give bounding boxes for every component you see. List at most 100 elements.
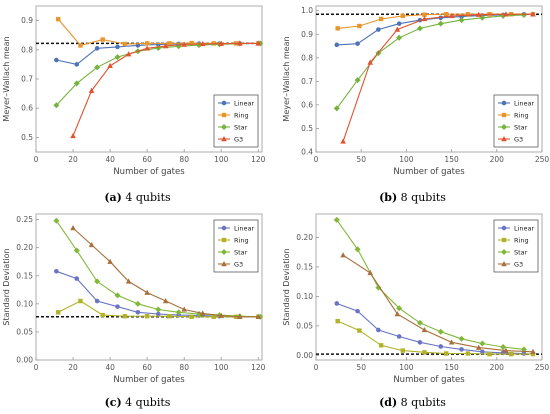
data-point <box>88 87 95 93</box>
data-point <box>221 124 227 130</box>
y-tick-label: 0.00 <box>296 351 313 360</box>
data-point <box>100 312 105 318</box>
data-point <box>181 306 187 312</box>
y-tick-label: 0.5 <box>301 124 313 133</box>
data-point <box>448 339 455 345</box>
data-point <box>167 314 172 319</box>
data-point <box>521 351 527 356</box>
y-tick-label: 0.6 <box>301 100 313 109</box>
y-tick-label: 0.05 <box>296 321 313 330</box>
data-point <box>357 23 362 29</box>
data-point <box>416 319 423 326</box>
data-point <box>115 44 120 50</box>
data-point <box>500 344 507 351</box>
legend-label: G3 <box>514 261 523 269</box>
caption-letter: (d) <box>379 396 398 409</box>
data-point <box>73 80 80 87</box>
data-point <box>94 278 101 285</box>
data-point <box>135 43 141 48</box>
data-point <box>501 124 507 130</box>
data-point <box>175 309 182 316</box>
x-axis-label: Number of gates <box>113 167 185 177</box>
data-point <box>501 237 507 243</box>
data-point <box>376 327 381 333</box>
y-tick-label: 0.15 <box>16 271 33 280</box>
data-point <box>396 334 402 339</box>
data-point <box>144 41 150 46</box>
plot-frame <box>35 213 263 361</box>
y-axis-label: Standard Deviation <box>282 248 291 325</box>
y-tick-label: 0.9 <box>301 30 313 39</box>
x-tick-label: 100 <box>399 155 414 164</box>
legend-label: Ring <box>234 237 249 245</box>
data-point <box>333 216 340 223</box>
data-point <box>378 16 384 22</box>
caption-b: (b) 8 qubits <box>275 191 550 204</box>
series-star <box>333 216 527 353</box>
legend-label: Star <box>514 249 528 257</box>
x-tick-label: 250 <box>535 155 550 164</box>
data-point <box>189 40 194 46</box>
y-tick-label: 0.4 <box>301 148 313 157</box>
series-line <box>336 14 524 109</box>
data-point <box>334 42 340 48</box>
data-point <box>421 15 428 22</box>
y-tick-label: 0.15 <box>296 262 313 271</box>
data-point <box>520 11 527 18</box>
y-tick-label: 1.0 <box>301 6 313 15</box>
data-point <box>501 136 507 142</box>
data-point <box>354 246 361 253</box>
data-point <box>475 344 482 350</box>
data-point <box>375 284 382 291</box>
legend-label: Star <box>514 124 528 132</box>
data-point <box>400 13 405 19</box>
data-point <box>74 276 80 281</box>
x-tick-label: 20 <box>68 363 78 372</box>
data-point <box>333 105 340 112</box>
caption-text: 4 qubits <box>125 396 171 409</box>
data-point <box>54 57 59 63</box>
data-point <box>501 261 507 267</box>
data-point <box>334 301 340 306</box>
x-tick-label: 100 <box>399 363 414 372</box>
data-point <box>221 100 227 106</box>
data-point <box>221 136 227 142</box>
data-point <box>125 51 132 57</box>
data-point <box>335 318 340 324</box>
legend: Linear Ring Star G3 <box>213 94 259 148</box>
legend-label: Ring <box>514 112 529 120</box>
data-point <box>181 41 187 47</box>
y-tick-label: 0.6 <box>21 104 33 113</box>
legend: Linear Ring Star G3 <box>493 94 539 148</box>
legend-label: Linear <box>234 100 255 108</box>
data-point <box>367 59 374 65</box>
data-point <box>465 12 471 17</box>
legend-label: Ring <box>234 112 249 120</box>
data-point <box>78 298 83 304</box>
x-tick-label: 100 <box>214 363 229 372</box>
legend-label: G3 <box>514 136 523 144</box>
y-axis-label: Meyer–Wallach mean <box>282 36 291 121</box>
chart-panel-c: 0 20 40 60 80 100 120 0.00 0.05 0.10 0.15 0.20 0.25 N… <box>2 213 266 385</box>
data-point <box>94 46 100 51</box>
y-tick-label: 0.10 <box>16 299 33 308</box>
plot-frame <box>315 213 543 361</box>
data-point <box>448 12 455 19</box>
data-point <box>53 102 60 109</box>
data-point <box>378 343 384 348</box>
data-point <box>115 304 120 309</box>
data-point <box>107 62 113 69</box>
x-axis-label: Number of gates <box>393 167 465 177</box>
data-point <box>162 43 169 49</box>
data-point <box>479 14 486 21</box>
chart-panel-d: 0 50 100 150 200 250 0.00 0.05 0.10 0.15 0.20 Numbe… <box>282 213 549 385</box>
x-tick-label: 0 <box>314 155 319 164</box>
data-point <box>475 11 482 17</box>
legend: Linear Ring Star G3 <box>213 219 259 273</box>
legend: Linear Ring Star G3 <box>493 219 539 273</box>
data-point <box>199 310 206 316</box>
legend-box <box>213 219 259 273</box>
y-tick-label: 0.8 <box>301 53 313 62</box>
caption-c: (c) 4 qubits <box>0 396 275 409</box>
data-point <box>236 40 243 46</box>
